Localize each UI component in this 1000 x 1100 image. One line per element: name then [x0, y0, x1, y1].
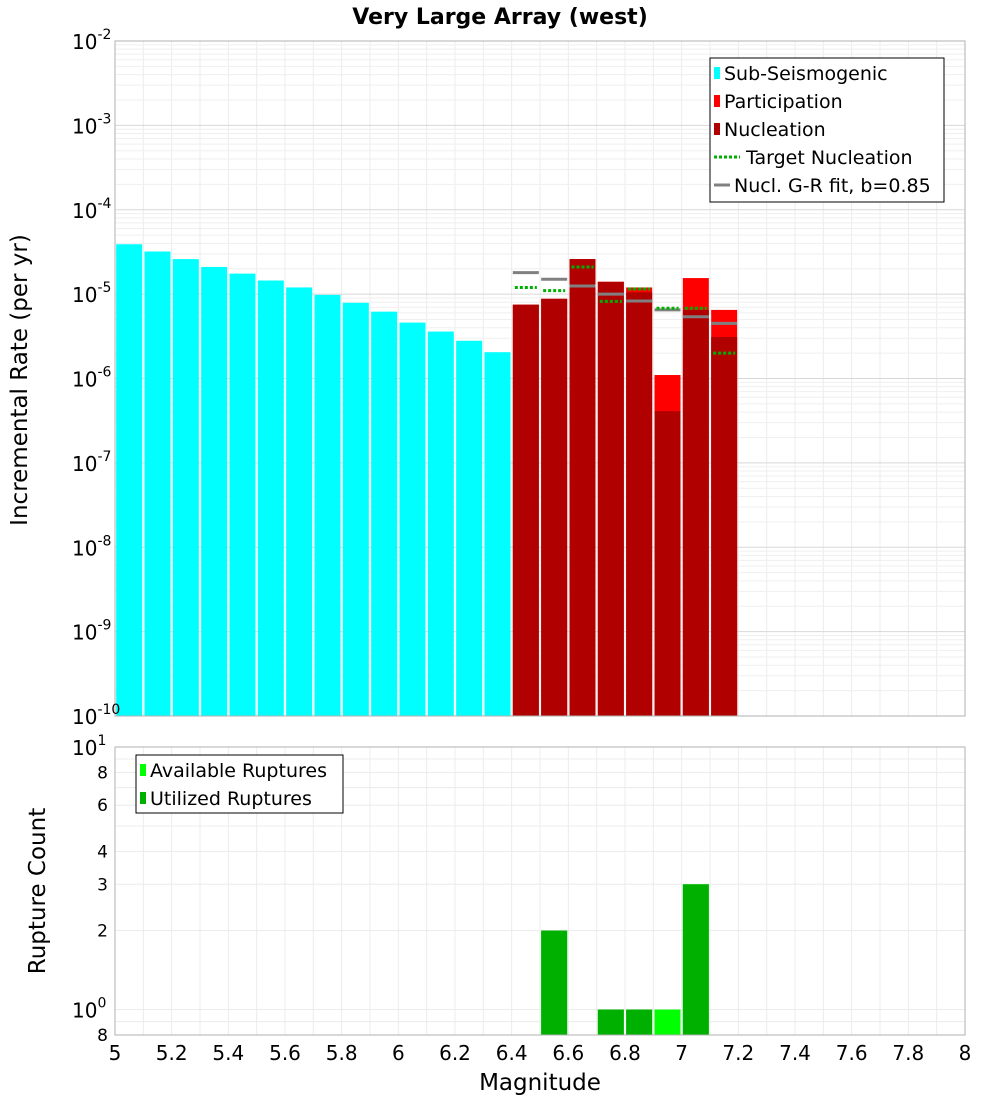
legend-label-gr-fit: Nucl. G-R fit, b=0.85 — [734, 175, 931, 197]
y-tick-label: 10-9 — [72, 618, 111, 645]
y-tick-label: 2 — [97, 922, 108, 942]
legend-label-utilized: Utilized Ruptures — [150, 788, 312, 810]
utilized-ruptures-bar — [597, 1009, 624, 1035]
x-tick-label: 6.8 — [609, 1041, 641, 1065]
x-tick-label: 7.6 — [836, 1041, 868, 1065]
y-tick-label: 8 — [97, 1026, 108, 1046]
sub-seismogenic-bar — [116, 244, 143, 717]
sub-seismogenic-bar — [286, 287, 313, 716]
bottom-bars — [541, 884, 709, 1035]
top-plot-frame — [114, 40, 966, 717]
sub-seismogenic-bar — [484, 352, 511, 716]
x-tick-label: 7 — [675, 1041, 688, 1065]
x-tick-label: 7.2 — [722, 1041, 754, 1065]
nucleation-bar — [569, 259, 596, 716]
legend-label-participation: Participation — [724, 91, 843, 113]
legend-swatch-utilized — [140, 792, 146, 804]
nucleation-bar — [654, 411, 681, 716]
x-tick-label: 5 — [109, 1041, 122, 1065]
nucleation-bar — [541, 298, 568, 716]
nucleation-bar — [682, 309, 709, 716]
bottom-legend-box — [135, 754, 344, 814]
nucleation-bar — [711, 337, 738, 716]
y-tick-label: 10-10 — [72, 702, 120, 729]
sub-seismogenic-bar — [144, 251, 171, 716]
x-tick-label: 7.4 — [779, 1041, 811, 1065]
top-legend: Sub-Seismogenic Participation Nucleation… — [709, 57, 945, 203]
y-tick-label: 10-7 — [72, 449, 111, 476]
x-tick-label: 5.4 — [212, 1041, 244, 1065]
legend-label-nucleation: Nucleation — [724, 119, 826, 141]
top-y-tick-labels: 10-10 10-9 10-8 10-7 10-6 10-5 10-4 10-3 10-2 — [72, 27, 120, 729]
x-tick-label: 6.6 — [552, 1041, 584, 1065]
y-tick-label-major: 101 — [72, 733, 106, 760]
x-tick-labels: 5 5.2 5.4 5.6 5.8 6 6.2 6.4 6.6 6.8 7 7.2 7.4 7.6 7.8 8 — [109, 1041, 972, 1065]
sub-seismogenic-bar — [201, 266, 228, 716]
sub-seismogenic-bar — [172, 259, 199, 716]
legend-swatch-nucleation — [714, 123, 720, 135]
legend-label-sub-seismogenic: Sub-Seismogenic — [724, 63, 888, 85]
top-legend-box — [709, 57, 945, 203]
y-tick-label: 10-6 — [72, 365, 112, 392]
x-tick-label: 6 — [392, 1041, 405, 1065]
nucleation-bar — [597, 281, 624, 716]
sub-seismogenic-bar — [427, 331, 454, 716]
x-axis-label: Magnitude — [479, 1070, 601, 1096]
y-tick-label: 3 — [97, 875, 108, 895]
y-tick-label: 10-5 — [72, 280, 111, 307]
sub-seismogenic-bar — [456, 340, 483, 716]
bottom-y-axis-label: Rupture Count — [25, 808, 51, 974]
x-tick-label: 6.2 — [439, 1041, 471, 1065]
nucleation-bar — [512, 304, 539, 716]
legend-swatch-sub-seismogenic — [714, 67, 720, 79]
y-tick-label: 10-3 — [72, 111, 111, 138]
bottom-plot-frame — [114, 746, 966, 1036]
top-y-axis-label: Incremental Rate (per yr) — [7, 234, 33, 526]
y-tick-label: 6 — [97, 796, 108, 816]
legend-label-available: Available Ruptures — [150, 760, 327, 782]
y-tick-label: 10-8 — [72, 533, 111, 560]
x-tick-label: 5.6 — [269, 1041, 301, 1065]
x-tick-label: 5.8 — [326, 1041, 358, 1065]
sub-seismogenic-bar — [399, 322, 426, 716]
utilized-ruptures-bar — [682, 884, 709, 1035]
bottom-y-tick-labels: 8 2 3 4 6 8 100 101 — [72, 733, 108, 1046]
nucleation-bar — [626, 292, 653, 716]
legend-label-target-nucleation: Target Nucleation — [745, 147, 913, 169]
x-tick-label: 8 — [959, 1041, 972, 1065]
y-tick-label: 8 — [97, 763, 108, 783]
x-tick-label: 6.4 — [496, 1041, 528, 1065]
bottom-legend: Available Ruptures Utilized Ruptures — [135, 754, 344, 814]
y-tick-label: 10-2 — [72, 27, 111, 54]
legend-swatch-participation — [714, 95, 720, 107]
utilized-ruptures-bar — [541, 930, 568, 1035]
sub-seismogenic-bar — [229, 273, 256, 716]
top-bars — [116, 244, 738, 717]
legend-swatch-available — [140, 764, 146, 776]
y-tick-label: 10-4 — [72, 196, 112, 223]
sub-seismogenic-bar — [257, 280, 284, 716]
sub-seismogenic-bar — [314, 294, 341, 716]
available-ruptures-bar — [654, 1009, 681, 1035]
utilized-ruptures-bar — [626, 1009, 653, 1035]
x-tick-label: 5.2 — [156, 1041, 188, 1065]
top-marker-lines — [512, 265, 738, 355]
sub-seismogenic-bar — [342, 302, 369, 716]
y-tick-label: 4 — [97, 842, 108, 862]
y-tick-label-major: 100 — [72, 996, 106, 1023]
chart-title: Very Large Array (west) — [352, 5, 648, 30]
sub-seismogenic-bar — [371, 311, 398, 716]
x-tick-label: 7.8 — [892, 1041, 924, 1065]
